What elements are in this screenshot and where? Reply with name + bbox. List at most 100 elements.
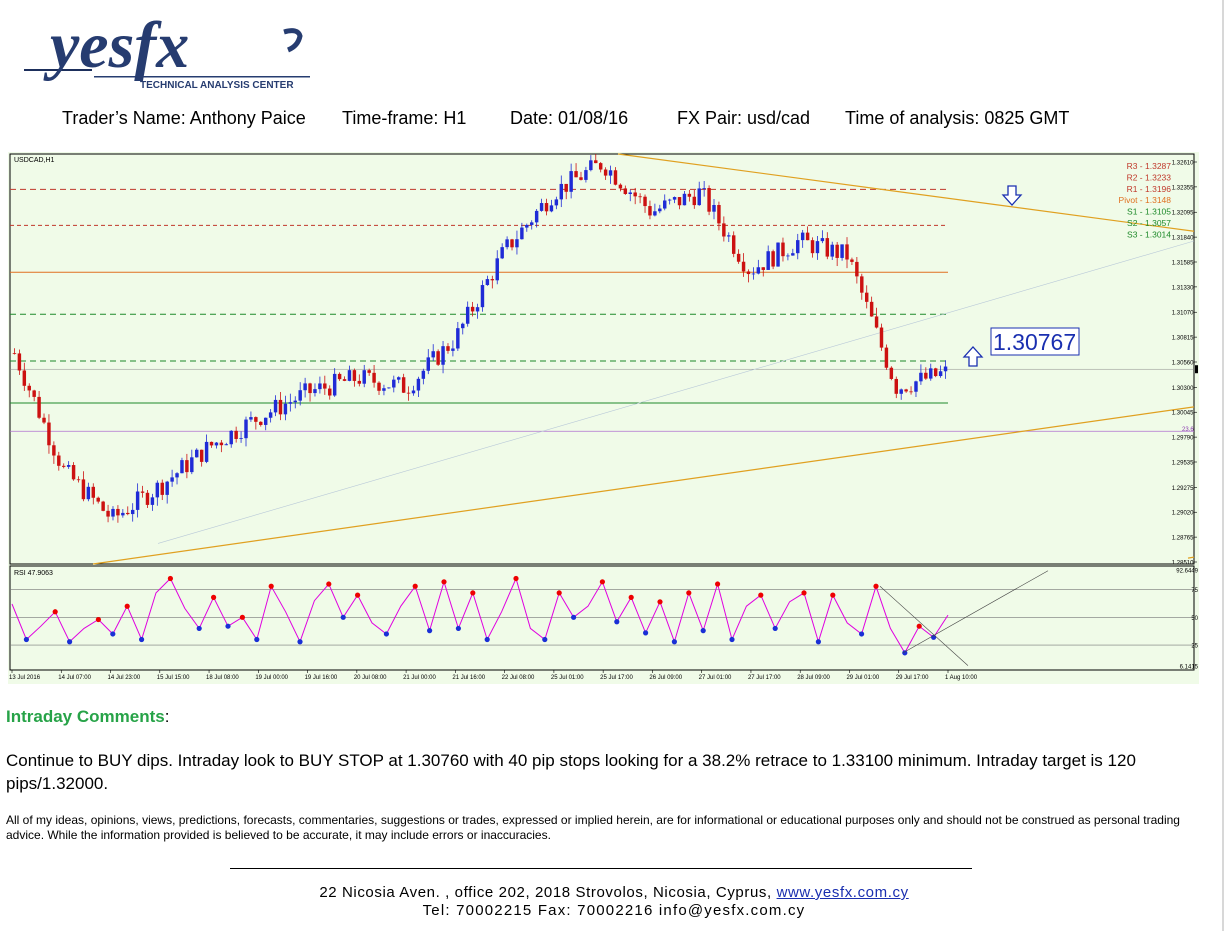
rsi-peak-dot [513, 575, 519, 582]
candle-body [382, 388, 386, 391]
candle-body [840, 244, 844, 258]
candle-body [495, 258, 499, 281]
candle-body [766, 251, 770, 270]
candle-body [140, 491, 145, 493]
candle-body [717, 205, 721, 224]
rsi-peak-dot [239, 614, 245, 620]
website-link[interactable]: www.yesfx.com.cy [776, 884, 909, 901]
y-tick-label: 1.28765 [1172, 536, 1194, 542]
candle-body [323, 383, 327, 389]
candle-body [830, 244, 834, 257]
y-tick-label: 1.32610 [1172, 161, 1194, 167]
candle-body [76, 479, 81, 481]
rsi-trough-dot [225, 623, 231, 629]
candle-body [490, 279, 495, 281]
candle-body [229, 430, 233, 445]
candle-body [106, 510, 110, 517]
candle-body [727, 235, 731, 237]
candle-body [796, 240, 800, 254]
candle-body [899, 389, 903, 394]
candle-body [510, 239, 514, 248]
x-tick-label: 14 Jul 23:00 [108, 675, 141, 681]
candle-body [259, 421, 263, 425]
rsi-trough-dot [671, 639, 678, 645]
candle-body [195, 449, 199, 458]
x-tick-label: 25 Jul 01:00 [551, 675, 584, 681]
candle-body [116, 508, 120, 516]
candle-body [904, 389, 908, 392]
rsi-trough-dot [729, 636, 735, 643]
candle-body [451, 348, 455, 351]
candle-body [421, 370, 426, 379]
candle-body [86, 486, 91, 500]
candle-body [584, 170, 588, 180]
rsi-trough-dot [110, 631, 116, 637]
candle-body [27, 385, 31, 391]
candle-body [298, 390, 302, 401]
rsi-trough-dot [254, 636, 260, 643]
candle-body [47, 422, 51, 446]
trendline-support [92, 406, 1195, 565]
candle-body [165, 481, 169, 495]
candle-body [480, 285, 485, 308]
candle-body [66, 465, 71, 467]
candle-body [470, 306, 475, 312]
rsi-peak-dot [916, 623, 922, 629]
candle-body [579, 177, 583, 180]
footer-divider [230, 868, 972, 869]
candle-body [461, 323, 465, 329]
pivot-label-r2: R2 - 1.3233 [1127, 172, 1172, 182]
candle-body [835, 244, 839, 258]
candle-body [613, 170, 618, 185]
page-edge [1222, 0, 1224, 931]
candle-body [810, 240, 815, 254]
candle-body [81, 479, 86, 500]
candle-body [431, 351, 435, 358]
x-tick-label: 22 Jul 08:00 [502, 675, 535, 681]
candle-body [736, 253, 741, 262]
rsi-peak-dot [441, 579, 447, 585]
rsi-peak-dot [470, 590, 476, 596]
y-tick-label: 1.30045 [1172, 411, 1194, 417]
time-of-analysis: Time of analysis: 0825 GMT [845, 108, 1070, 128]
footer-address: 22 Nicosia Aven. , office 202, 2018 Stro… [0, 884, 1228, 901]
candle-body [943, 366, 948, 372]
candle-body [22, 370, 27, 386]
candle-body [135, 491, 140, 510]
rsi-trough-dot [815, 639, 822, 645]
chart-background [8, 152, 1199, 684]
candle-body [249, 417, 253, 420]
rsi-trough-dot [67, 639, 73, 645]
candle-body [697, 188, 701, 206]
candle-body [37, 396, 41, 418]
candle-body [244, 419, 248, 439]
comments-heading-text: Intraday Comments [6, 707, 165, 726]
candle-body [825, 238, 830, 257]
candle-body [57, 455, 61, 466]
candle-body [628, 192, 632, 195]
candle-body [534, 210, 539, 223]
y-tick-label: 1.31840 [1172, 236, 1194, 242]
candle-body [283, 403, 288, 415]
candle-body [209, 441, 214, 446]
rsi-peak-dot [758, 592, 764, 598]
candle-body [441, 346, 445, 365]
candle-body [337, 373, 342, 380]
candle-body [544, 203, 549, 212]
x-tick-label: 19 Jul 16:00 [305, 675, 338, 681]
trendline-faint [157, 240, 1195, 544]
candle-body [909, 391, 913, 393]
x-tick-label: 27 Jul 01:00 [699, 675, 732, 681]
candle-body [667, 199, 672, 201]
rsi-trough-dot [902, 650, 908, 656]
rsi-peak-dot [686, 590, 692, 596]
x-tick-label: 13 Jul 2016 [9, 675, 41, 681]
rsi-trough-dot [297, 639, 303, 645]
candle-body [254, 417, 258, 422]
rsi-peak-dot [167, 575, 173, 582]
rsi-peak-dot [124, 603, 130, 609]
rsi-trough-dot [196, 625, 202, 632]
rsi-peak-dot [657, 599, 663, 605]
rsi-peak-dot [556, 590, 562, 596]
candle-body [658, 208, 662, 212]
